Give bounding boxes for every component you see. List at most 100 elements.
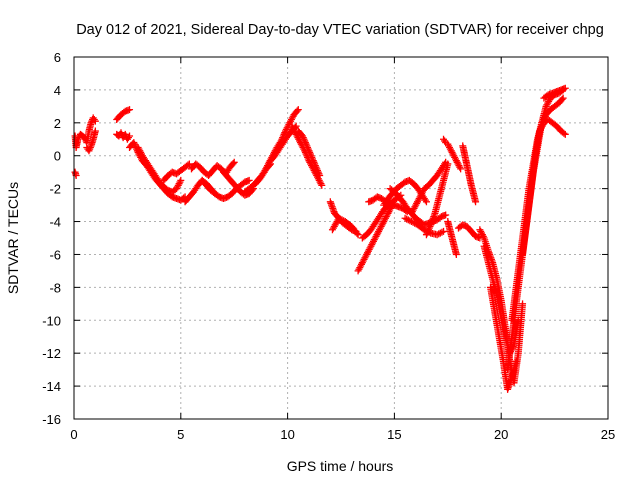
data-point (301, 137, 309, 145)
data-point (422, 231, 430, 239)
data-point (407, 218, 415, 226)
data-point (421, 196, 429, 204)
data-point (336, 215, 344, 223)
plot-frame (73, 56, 609, 420)
data-points (71, 84, 569, 393)
data-point (353, 229, 361, 237)
y-tick-label: -14 (42, 379, 61, 394)
y-tick-label: -12 (42, 346, 61, 361)
data-point (124, 134, 132, 142)
data-point (457, 165, 465, 173)
data-point (519, 300, 527, 308)
x-axis-label: GPS time / hours (287, 458, 394, 474)
y-tick-label: 4 (54, 83, 61, 98)
data-point (301, 139, 309, 147)
data-point (436, 229, 444, 237)
data-point (426, 222, 434, 230)
data-point (307, 152, 315, 160)
data-point (305, 147, 313, 155)
data-point (126, 132, 134, 140)
data-point (425, 224, 433, 232)
y-axis-label: SDTVAR / TECUs (5, 182, 21, 294)
data-point (126, 106, 134, 114)
data-point (561, 130, 569, 138)
data-point (479, 232, 487, 240)
data-point (411, 219, 419, 227)
data-point (185, 160, 193, 168)
data-point (299, 132, 307, 140)
data-point (425, 226, 433, 234)
data-point (91, 117, 99, 125)
x-tick-label: 10 (280, 427, 294, 442)
data-point (424, 227, 432, 235)
data-point (177, 176, 185, 184)
data-point (309, 155, 317, 163)
data-point (442, 211, 450, 219)
data-point (318, 181, 326, 189)
data-point (85, 147, 93, 155)
data-point (311, 160, 319, 168)
data-point (403, 215, 411, 223)
data-point (558, 95, 566, 103)
data-point (91, 127, 99, 135)
data-point (117, 129, 125, 137)
data-point (302, 140, 310, 148)
data-point (354, 231, 362, 239)
y-tick-label: -10 (42, 313, 61, 328)
data-point (559, 94, 567, 102)
data-point (308, 153, 316, 161)
data-point (314, 168, 322, 176)
data-point (423, 229, 431, 237)
data-point (512, 357, 520, 365)
chart-title: Day 012 of 2021, Sidereal Day-to-day VTE… (76, 22, 604, 38)
data-point (87, 119, 95, 127)
data-point (315, 170, 323, 178)
data-point (229, 160, 237, 168)
data-point (310, 158, 318, 166)
data-point (293, 107, 301, 115)
data-point (314, 167, 322, 175)
data-point (184, 161, 192, 169)
data-point (176, 178, 184, 186)
data-point (404, 216, 412, 224)
data-point (433, 231, 441, 239)
data-point (406, 217, 414, 225)
data-point (121, 130, 129, 138)
data-point (304, 145, 312, 153)
data-point (311, 162, 319, 170)
data-point (313, 165, 321, 173)
y-tick-label: 6 (54, 50, 61, 65)
data-point (300, 135, 308, 143)
y-tick-label: -6 (49, 247, 61, 262)
data-point (304, 144, 312, 151)
data-point (316, 171, 324, 179)
data-point (561, 84, 569, 92)
data-point (317, 180, 325, 188)
data-point (86, 145, 94, 153)
data-point (86, 144, 94, 151)
y-tick-label: -4 (49, 215, 61, 230)
data-point (441, 160, 449, 168)
x-tick-label: 15 (387, 427, 401, 442)
data-point (306, 148, 314, 156)
data-point (90, 116, 98, 124)
data-point (409, 218, 417, 226)
x-tick-label: 25 (601, 427, 615, 442)
data-point (472, 198, 480, 206)
data-point (456, 163, 464, 171)
y-tick-label: 2 (54, 116, 61, 131)
x-tick-label: 5 (177, 427, 184, 442)
data-point (422, 198, 430, 206)
data-point (312, 163, 320, 171)
x-tick-label: 0 (70, 427, 77, 442)
data-point (309, 157, 317, 165)
data-point (245, 176, 253, 184)
data-point (560, 129, 568, 137)
data-point (306, 150, 314, 158)
data-point (131, 140, 139, 148)
data-point (438, 228, 446, 236)
axis-ticks: 0 5 10 15 20 25 -16 -14 -12 -10 -8 -6 -4 -2 0 2 4 6 (42, 50, 615, 442)
data-point (230, 158, 238, 166)
data-point (294, 106, 302, 114)
